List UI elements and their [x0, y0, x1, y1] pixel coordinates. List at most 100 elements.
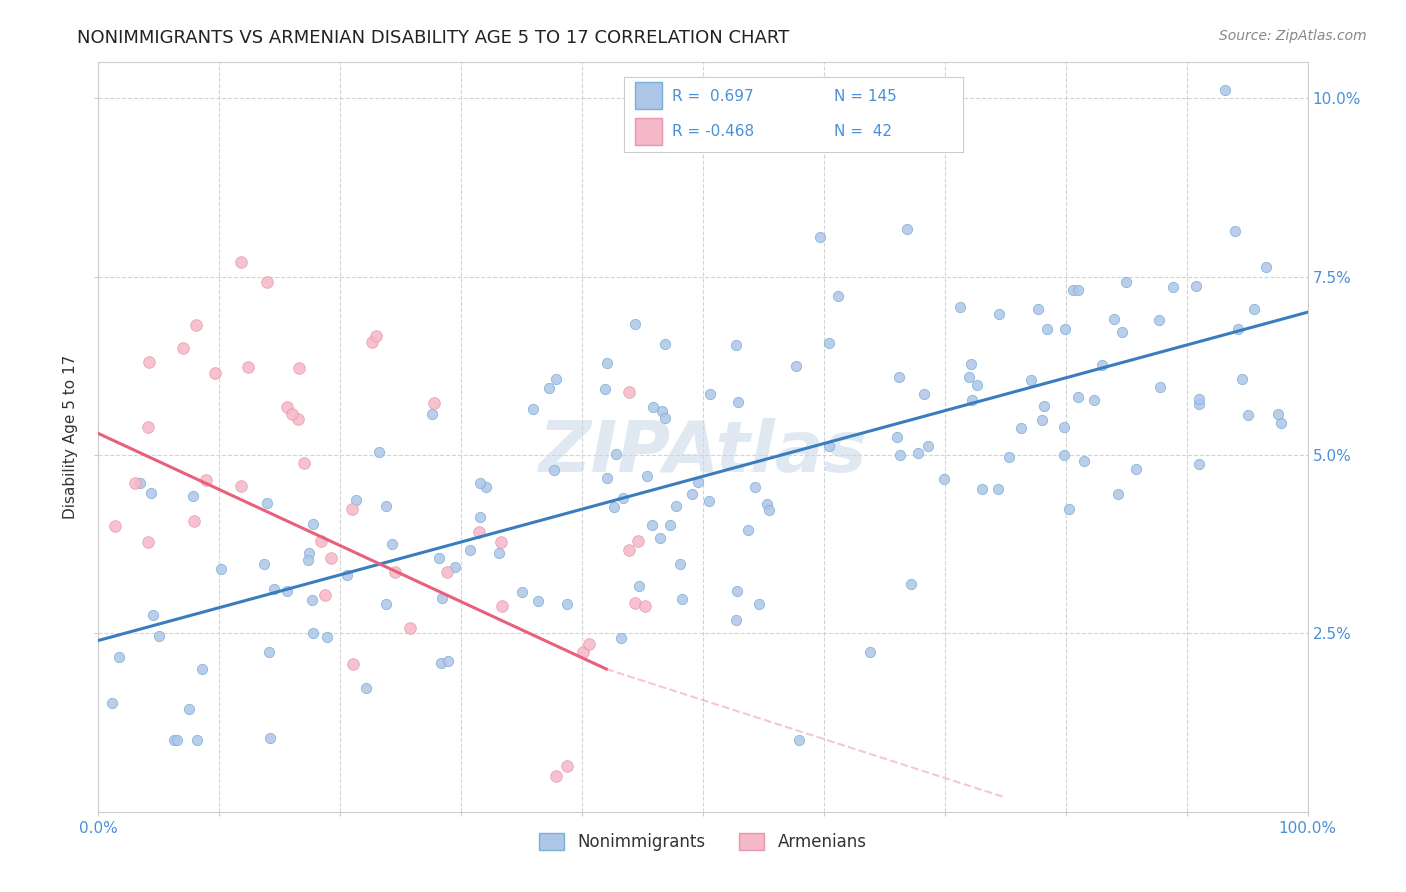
- Point: [949, 300, 972, 314]
- Point: [1147, 312, 1170, 326]
- Point: [808, 229, 831, 244]
- Point: [375, 499, 398, 513]
- Point: [256, 495, 278, 509]
- Point: [1036, 322, 1059, 336]
- Point: [148, 629, 170, 643]
- Point: [1019, 374, 1042, 388]
- Point: [139, 486, 162, 500]
- Point: [108, 650, 131, 665]
- Point: [166, 733, 188, 747]
- Point: [681, 487, 703, 501]
- Point: [1188, 392, 1211, 407]
- Point: [276, 583, 298, 598]
- Point: [785, 359, 807, 373]
- Point: [634, 599, 657, 614]
- Point: [1254, 260, 1277, 275]
- Point: [172, 341, 194, 355]
- Point: [555, 759, 578, 773]
- Point: [302, 516, 325, 531]
- Point: [1226, 322, 1249, 336]
- Point: [1062, 283, 1084, 297]
- Point: [468, 509, 491, 524]
- Point: [136, 534, 159, 549]
- Point: [758, 503, 780, 517]
- Point: [960, 357, 983, 371]
- Point: [470, 475, 492, 490]
- Point: [727, 395, 749, 409]
- Point: [648, 531, 671, 545]
- Point: [932, 473, 955, 487]
- Point: [1243, 301, 1265, 316]
- Point: [1188, 396, 1211, 410]
- Point: [367, 445, 389, 459]
- Point: [475, 480, 498, 494]
- Point: [827, 289, 849, 303]
- Point: [1213, 83, 1236, 97]
- Point: [787, 733, 810, 747]
- Text: Source: ZipAtlas.com: Source: ZipAtlas.com: [1219, 29, 1367, 44]
- Point: [236, 359, 259, 374]
- Point: [101, 696, 124, 710]
- Point: [957, 369, 980, 384]
- Point: [1031, 412, 1053, 426]
- Point: [665, 499, 688, 513]
- Point: [596, 356, 619, 370]
- Point: [1033, 399, 1056, 413]
- Point: [1057, 502, 1080, 516]
- Point: [737, 523, 759, 537]
- Point: [612, 491, 634, 506]
- Point: [1053, 321, 1076, 335]
- Point: [654, 410, 676, 425]
- Point: [572, 645, 595, 659]
- Point: [257, 645, 280, 659]
- Point: [960, 392, 983, 407]
- Point: [896, 222, 918, 236]
- Point: [555, 598, 578, 612]
- Point: [163, 733, 186, 747]
- Point: [748, 597, 770, 611]
- Point: [886, 430, 908, 444]
- Point: [602, 500, 624, 514]
- Point: [917, 439, 939, 453]
- Point: [361, 334, 384, 349]
- Point: [1230, 372, 1253, 386]
- Point: [319, 550, 342, 565]
- Point: [887, 370, 910, 384]
- Point: [298, 546, 321, 560]
- Point: [1107, 487, 1129, 501]
- Point: [912, 387, 935, 401]
- Legend: Nonimmigrants, Armenians: Nonimmigrants, Armenians: [533, 826, 873, 857]
- Point: [297, 553, 319, 567]
- Text: NONIMMIGRANTS VS ARMENIAN DISABILITY AGE 5 TO 17 CORRELATION CHART: NONIMMIGRANTS VS ARMENIAN DISABILITY AGE…: [77, 29, 790, 47]
- Point: [987, 482, 1010, 496]
- Point: [641, 517, 664, 532]
- Point: [142, 608, 165, 623]
- Point: [229, 479, 252, 493]
- Point: [423, 396, 446, 410]
- Point: [1053, 419, 1076, 434]
- Point: [436, 565, 458, 579]
- Point: [129, 476, 152, 491]
- Point: [281, 407, 304, 421]
- Point: [610, 632, 633, 646]
- Point: [972, 482, 994, 496]
- Point: [253, 558, 276, 572]
- Point: [907, 446, 929, 460]
- Point: [491, 599, 513, 613]
- Point: [527, 594, 550, 608]
- Point: [686, 475, 709, 490]
- Point: [191, 662, 214, 676]
- Point: [1267, 407, 1289, 421]
- Point: [1184, 279, 1206, 293]
- Point: [336, 568, 359, 582]
- Point: [605, 447, 627, 461]
- Point: [344, 492, 367, 507]
- Point: [301, 592, 323, 607]
- Point: [697, 494, 720, 508]
- Point: [627, 534, 650, 549]
- Point: [309, 533, 332, 548]
- Point: [1010, 421, 1032, 435]
- Point: [375, 597, 398, 611]
- Point: [1188, 457, 1211, 471]
- Point: [342, 657, 364, 672]
